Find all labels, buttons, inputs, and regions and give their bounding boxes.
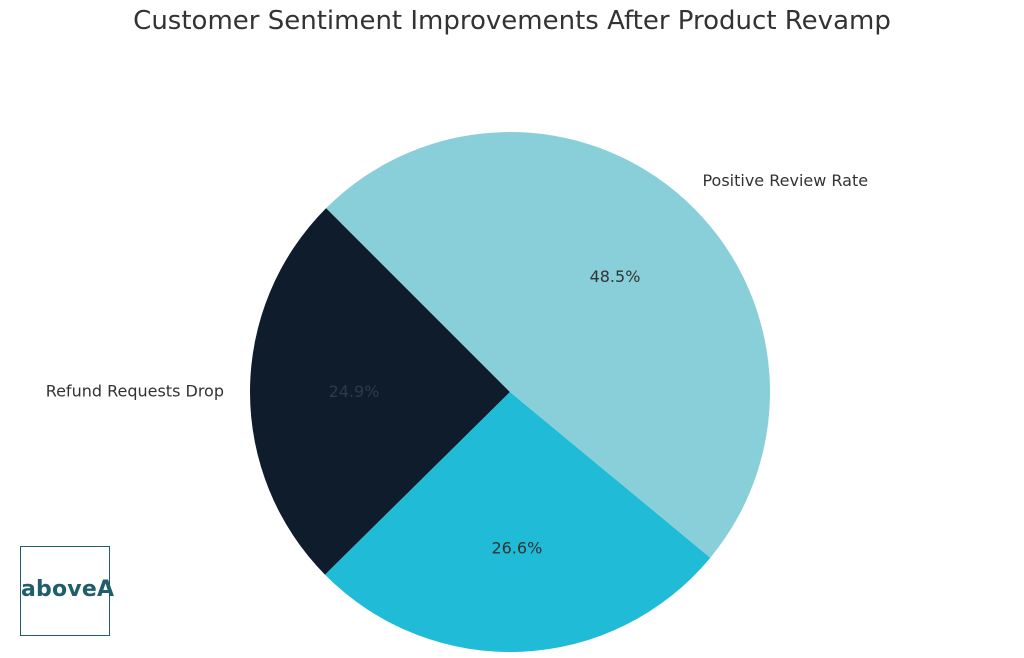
- pie-slice-2: [326, 132, 770, 558]
- pie-slice-1: [325, 392, 711, 652]
- pie-pct-label-1: 26.6%: [491, 538, 542, 557]
- pie-slices: [250, 132, 770, 652]
- pie-slice-0: [250, 208, 510, 575]
- brand-logo-text: aboveA: [21, 577, 115, 602]
- pie-pct-label-0: 24.9%: [329, 382, 380, 401]
- pie-category-label-2: Positive Review Rate: [702, 171, 868, 190]
- pie-pct-label-2: 48.5%: [590, 267, 641, 286]
- pie-category-label-0: Refund Requests Drop: [46, 382, 224, 401]
- brand-logo: aboveA: [20, 546, 115, 636]
- chart-title: Customer Sentiment Improvements After Pr…: [133, 6, 891, 36]
